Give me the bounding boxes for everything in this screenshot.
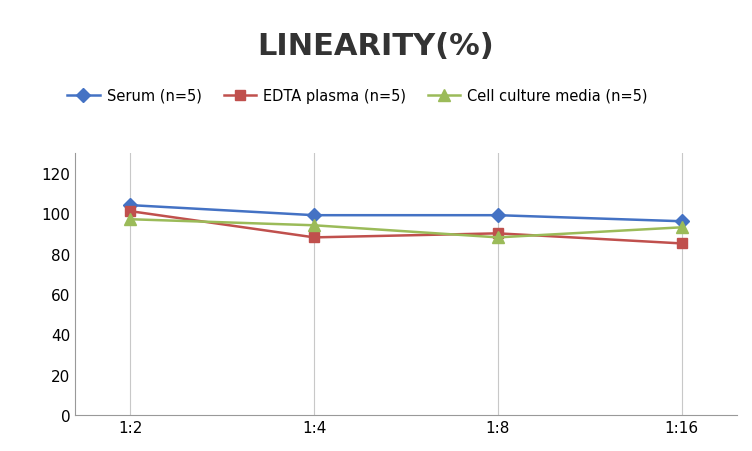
Legend: Serum (n=5), EDTA plasma (n=5), Cell culture media (n=5): Serum (n=5), EDTA plasma (n=5), Cell cul…: [68, 88, 647, 103]
Text: LINEARITY(%): LINEARITY(%): [258, 32, 494, 60]
Serum (n=5): [310, 213, 319, 218]
EDTA plasma (n=5): [126, 209, 135, 214]
EDTA plasma (n=5): [678, 241, 687, 247]
EDTA plasma (n=5): [493, 231, 502, 236]
Cell culture media (n=5): [678, 225, 687, 230]
Serum (n=5): [493, 213, 502, 218]
Cell culture media (n=5): [493, 235, 502, 240]
Serum (n=5): [126, 203, 135, 208]
Cell culture media (n=5): [310, 223, 319, 229]
Line: Serum (n=5): Serum (n=5): [126, 201, 687, 226]
Line: Cell culture media (n=5): Cell culture media (n=5): [125, 214, 687, 244]
Serum (n=5): [678, 219, 687, 225]
Cell culture media (n=5): [126, 217, 135, 222]
Line: EDTA plasma (n=5): EDTA plasma (n=5): [126, 207, 687, 249]
EDTA plasma (n=5): [310, 235, 319, 240]
